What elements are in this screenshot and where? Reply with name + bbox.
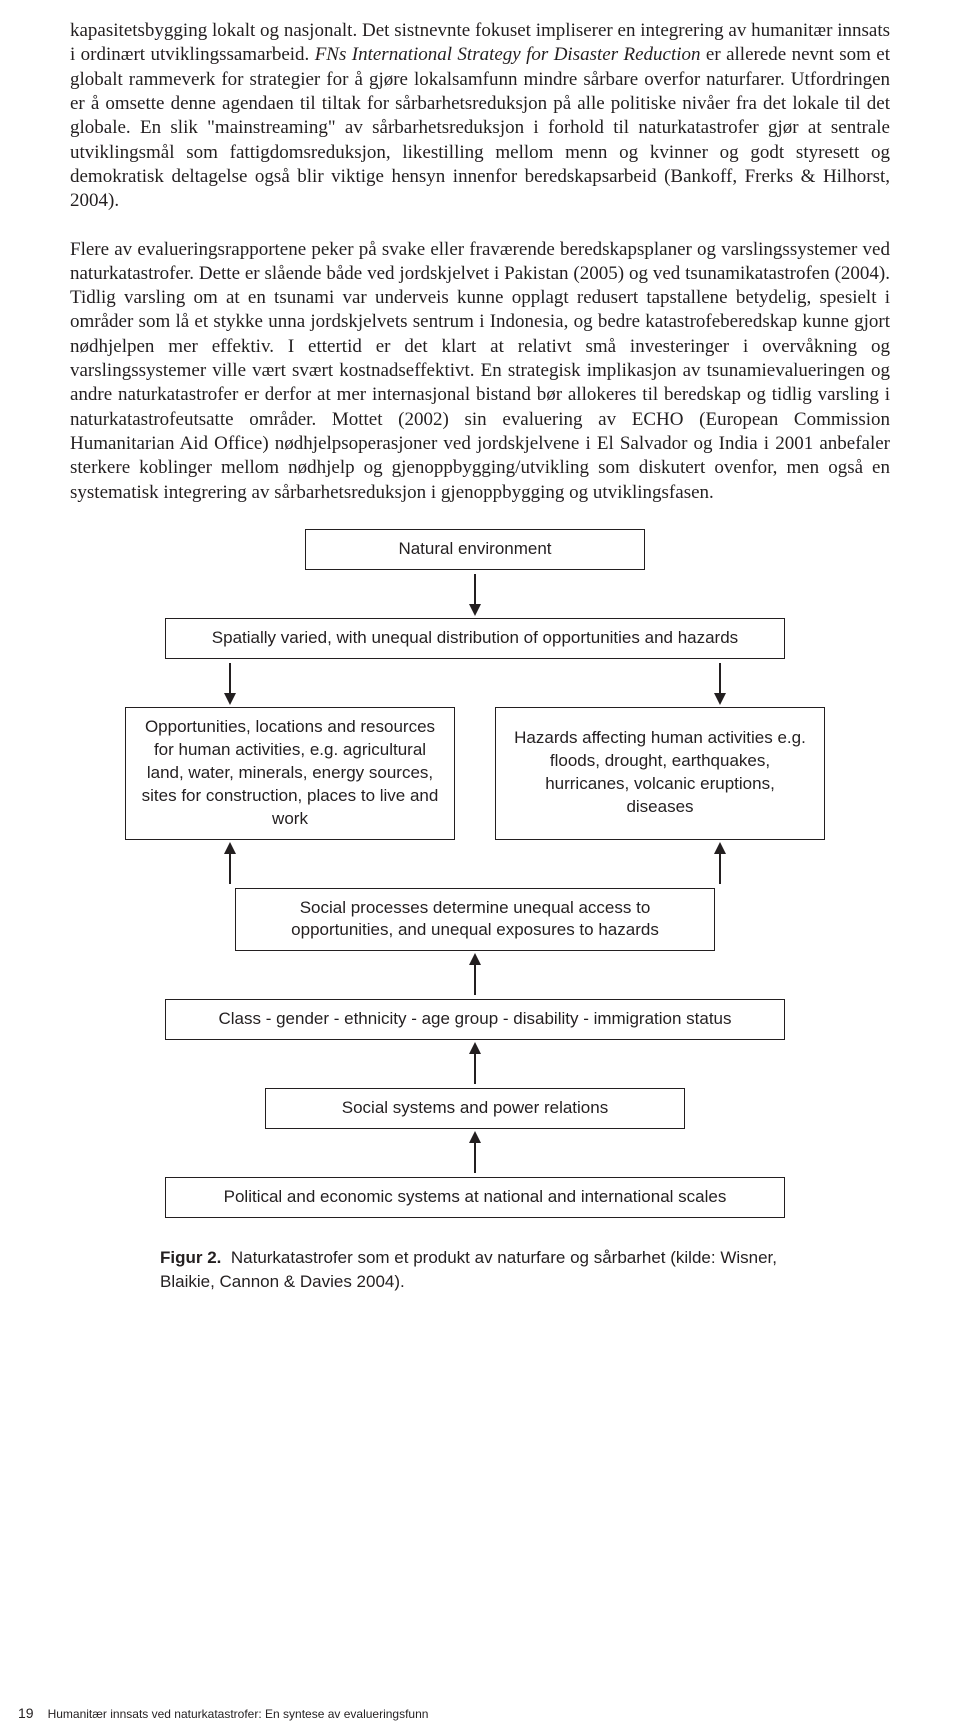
figure-2-caption-label: Figur 2. [160,1248,221,1267]
node-political-economic: Political and economic systems at nation… [165,1177,785,1218]
paragraph-1-italic: FNs International Strategy for Disaster … [315,44,701,65]
figure-2-caption: Figur 2. Naturkatastrofer som et produkt… [160,1246,780,1294]
node-class-gender: Class - gender - ethnicity - age group -… [165,999,785,1040]
paragraph-2: Flere av evalueringsrapportene peker på … [70,238,890,505]
paragraph-1: kapasitetsbygging lokalt og nasjonalt. D… [70,19,890,214]
arrow-up-icon [215,840,245,888]
figure-2-caption-text: Naturkatastrofer som et produkt av natur… [160,1248,777,1291]
node-natural-environment: Natural environment [305,529,645,570]
arrow-up-icon [460,951,490,999]
page-footer: 19 Humanitær innsats ved naturkatastrofe… [0,1705,428,1721]
page-number: 19 [18,1705,34,1721]
node-social-processes: Social processes determine unequal acces… [235,888,715,952]
node-opportunities: Opportunities, locations and resources f… [125,707,455,840]
node-spatially-varied: Spatially varied, with unequal distribut… [165,618,785,659]
arrow-up-icon [460,1040,490,1088]
figure-2-diagram: Natural environment Spatially varied, wi… [110,529,840,1218]
running-title: Humanitær innsats ved naturkatastrofer: … [48,1707,429,1721]
arrow-down-icon [215,659,245,707]
arrow-down-icon [705,659,735,707]
node-hazards: Hazards affecting human activities e.g. … [495,707,825,840]
arrow-down-icon [460,570,490,618]
arrow-up-icon [460,1129,490,1177]
node-social-systems: Social systems and power relations [265,1088,685,1129]
paragraph-1-part-b: er allerede nevnt som et globalt rammeve… [70,44,890,211]
arrow-up-icon [705,840,735,888]
